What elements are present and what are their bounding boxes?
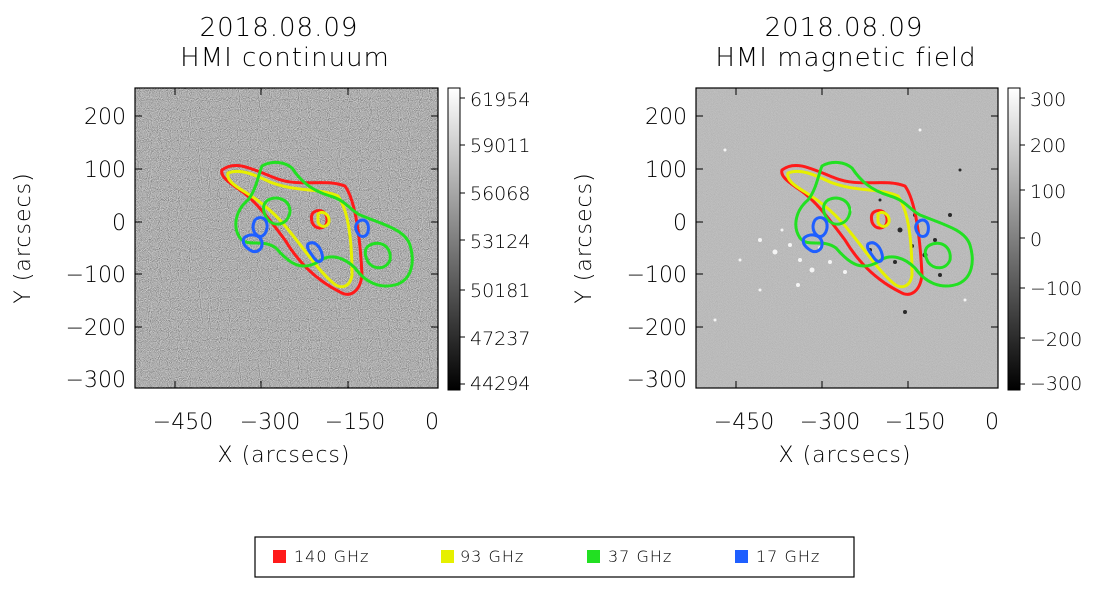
contour-17ghz-c	[306, 241, 324, 263]
x-tick-label: −150	[325, 410, 385, 435]
x-tick-label: −150	[885, 410, 945, 435]
panel-magnetic: 2018.08.09 HMI magnetic field	[572, 13, 1082, 468]
colorbar-tick-label: 59011	[470, 135, 530, 157]
y-tick-label: 100	[84, 158, 126, 183]
magnetogram-image	[695, 87, 999, 389]
contour-93ghz-small	[316, 210, 331, 228]
y-tick-label: −300	[627, 368, 687, 393]
y-tick-labels: 200 100 0 −100 −200 −300	[627, 105, 687, 393]
y-tick-label: 200	[84, 105, 126, 130]
axis-ticks	[696, 88, 998, 388]
x-tick-labels: −450 −300 −150 0	[153, 410, 439, 435]
x-tick-label: −450	[714, 410, 774, 435]
y-tick-label: 100	[645, 158, 687, 183]
legend-item-37ghz: 37 GHz	[587, 547, 672, 566]
x-axis-label: X (arcsecs)	[779, 443, 912, 468]
legend-swatch	[587, 550, 600, 563]
colorbar-tick-label: 47237	[470, 328, 530, 350]
contours-continuum	[220, 160, 414, 296]
axis-ticks	[135, 88, 438, 388]
colorbar-tick-label: −100	[1030, 278, 1082, 300]
colorbar-tick-label: 0	[1030, 229, 1042, 251]
y-tick-labels: 200 100 0 −100 −200 −300	[66, 105, 126, 393]
legend-label: 17 GHz	[756, 547, 820, 566]
continuum-image	[134, 87, 439, 389]
colorbar-tick-label: 100	[1030, 181, 1066, 203]
panel-title-date: 2018.08.09	[765, 13, 924, 43]
legend-item-140ghz: 140 GHz	[273, 547, 369, 566]
legend-swatch	[735, 550, 748, 563]
contour-17ghz-b	[801, 233, 824, 254]
panel-title: HMI continuum	[180, 43, 390, 73]
x-tick-label: −450	[153, 410, 213, 435]
y-tick-label: −100	[66, 263, 126, 288]
y-tick-label: 0	[112, 211, 126, 236]
x-tick-label: 0	[425, 410, 439, 435]
contour-37ghz	[234, 160, 414, 288]
y-tick-label: −300	[66, 368, 126, 393]
contour-17ghz-a	[251, 216, 269, 238]
y-tick-label: −200	[66, 316, 126, 341]
y-tick-label: 0	[673, 211, 687, 236]
contour-37ghz-inner2	[923, 241, 952, 270]
x-tick-label: −300	[800, 410, 860, 435]
y-axis-label: Y (arcsecs)	[11, 172, 36, 303]
contour-140ghz	[220, 164, 364, 296]
contour-140ghz	[780, 164, 924, 296]
legend-swatch	[441, 550, 454, 563]
legend-item-93ghz: 93 GHz	[441, 547, 524, 566]
x-tick-labels: −450 −300 −150 0	[714, 410, 999, 435]
x-tick-label: −300	[240, 410, 300, 435]
contour-17ghz-d	[914, 218, 930, 238]
x-tick-label: 0	[985, 410, 999, 435]
x-axis-label: X (arcsecs)	[218, 443, 351, 468]
contours-magnetic	[780, 160, 974, 296]
contour-17ghz-d	[354, 218, 370, 238]
legend-label: 37 GHz	[608, 547, 672, 566]
colorbar-tick-label: 50181	[470, 280, 530, 302]
colorbar-tick-label: 61954	[470, 89, 530, 111]
legend: 140 GHz 93 GHz 37 GHz 17 GHz	[254, 536, 855, 578]
legend-label: 93 GHz	[460, 547, 524, 566]
y-tick-label: 200	[645, 105, 687, 130]
y-axis-label: Y (arcsecs)	[572, 172, 597, 303]
legend-swatch	[273, 550, 286, 563]
contour-17ghz-a	[811, 216, 829, 238]
contour-37ghz-inner	[262, 196, 292, 226]
y-tick-label: −200	[627, 316, 687, 341]
colorbar-tick-label: −200	[1030, 329, 1082, 351]
contour-37ghz-inner	[822, 196, 852, 226]
colorbar-tick-label: 56068	[470, 183, 530, 205]
contour-37ghz	[794, 160, 974, 288]
panel-title: HMI magnetic field	[715, 43, 976, 73]
legend-item-17ghz: 17 GHz	[735, 547, 820, 566]
legend-label: 140 GHz	[294, 547, 369, 566]
colorbar: 61954 59011 56068 53124 50181 47237 4429…	[447, 87, 530, 395]
colorbar-tick-label: 300	[1030, 89, 1066, 111]
colorbar-tick-label: −300	[1030, 373, 1082, 395]
panel-title-date: 2018.08.09	[200, 13, 359, 43]
contour-93ghz-small	[876, 210, 891, 228]
colorbar: 300 200 100 0 −100 −200 −300	[1007, 87, 1082, 395]
colorbar-tick-label: 44294	[470, 373, 530, 395]
contour-17ghz-c	[866, 241, 884, 263]
colorbar-tick-label: 53124	[470, 231, 530, 253]
contour-17ghz-b	[241, 233, 264, 254]
colorbar-tick-label: 200	[1030, 135, 1066, 157]
y-tick-label: −100	[627, 263, 687, 288]
panel-continuum: 2018.08.09 HMI continuum	[11, 13, 530, 468]
contour-37ghz-inner2	[363, 241, 392, 270]
